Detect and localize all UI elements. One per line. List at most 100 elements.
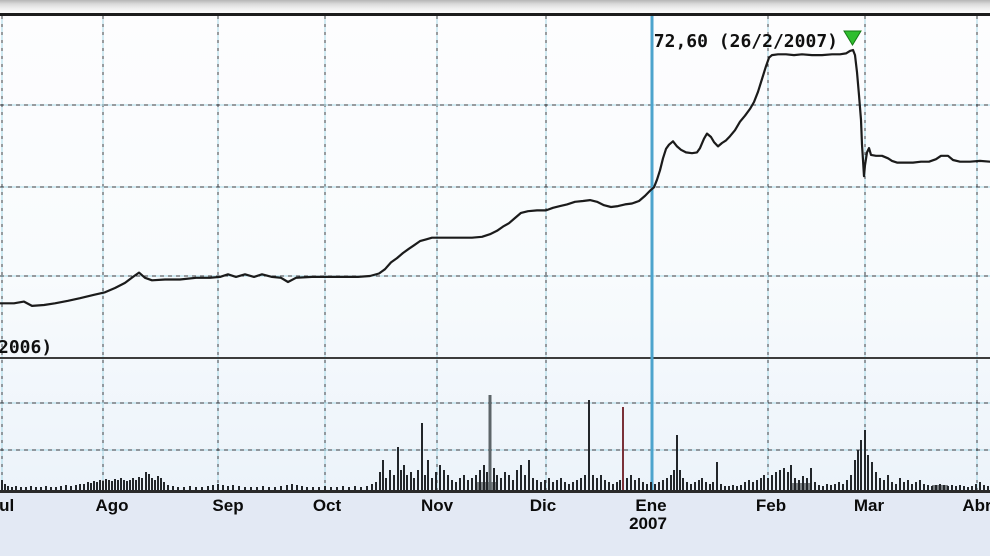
volume-bar [682,478,684,490]
volume-bar [622,407,624,490]
volume-bars [1,395,989,490]
volume-bar [891,482,893,490]
min-annotation-partial: 2006) [0,337,52,358]
volume-bar [238,486,240,490]
x-axis-label-mar: Mar [853,496,885,515]
volume-bar [99,480,101,490]
volume-bar [177,487,179,490]
volume-bar [740,485,742,490]
volume-bar [397,447,399,490]
volume-bar [814,482,816,490]
volume-bar [654,484,656,490]
volume-bar [500,478,502,490]
x-axis-label-nov: Nov [420,496,454,515]
volume-bar [475,475,477,490]
volume-bar [744,482,746,490]
volume-bar [752,482,754,490]
volume-bar [7,486,9,490]
volume-bar [354,486,356,490]
gridlines [0,16,990,490]
volume-bar [417,470,419,490]
volume-bar [217,484,219,490]
volume-bar [406,475,408,490]
volume-bar [646,484,648,490]
volume-bar [70,486,72,490]
volume-bar [857,450,859,490]
volume-bar [826,484,828,490]
x-axis-label-jul: Jul [0,496,15,515]
volume-bar [154,480,156,490]
volume-bar [157,476,159,490]
volume-bar [366,486,368,490]
volume-bar [459,478,461,490]
volume-bar [20,487,22,490]
plot-bottom-border [0,490,990,493]
x-axis-label-strip: 2007 Jul Ago Sep Oct Nov Dic Ene Feb Mar Abr [0,493,990,556]
volume-bar [588,400,590,490]
volume-bar [619,480,621,490]
volume-bar [96,482,98,490]
volume-bar [724,486,726,490]
volume-bar [512,480,514,490]
plot-top-border [0,13,990,16]
volume-bar [455,482,457,490]
volume-bar [324,486,326,490]
volume-bar [694,482,696,490]
volume-bar [528,460,530,490]
volume-bar [720,484,722,490]
volume-bar [4,484,6,490]
volume-bar [463,475,465,490]
volume-bar [114,479,116,490]
volume-bar [771,475,773,490]
volume-bar [145,472,147,490]
volume-bar [883,480,885,490]
volume-bar [427,460,429,490]
volume-bar [662,480,664,490]
volume-bar [806,478,808,490]
volume-bar [87,482,89,490]
volume-bar [382,460,384,490]
volume-bar [846,480,848,490]
volume-bar [389,470,391,490]
volume-bar [102,481,104,490]
volume-bar [802,476,804,490]
volume-bar [536,480,538,490]
volume-bar [552,482,554,490]
volume-bar [385,478,387,490]
volume-bar [787,472,789,490]
plot-background [0,16,990,490]
volume-bar [850,475,852,490]
volume-bar [670,475,672,490]
volume-bar [435,472,437,490]
volume-bar [400,470,402,490]
volume-bar [413,478,415,490]
volume-bar [79,484,81,490]
volume-bar [471,478,473,490]
volume-bar [45,486,47,490]
x-axis-label-ene: Ene [635,496,667,515]
volume-bar [935,485,937,490]
volume-bar [451,480,453,490]
volume-bar [955,486,957,490]
volume-bar [987,486,989,490]
volume-bar [117,480,119,490]
volume-bar [483,465,485,490]
volume-bar [983,485,985,490]
volume-bar [630,475,632,490]
volume-bar [496,475,498,490]
volume-bar [556,480,558,490]
volume-bar [810,468,812,490]
volume-bar [183,487,185,490]
volume-bar [360,487,362,490]
volume-bar [701,478,703,490]
volume-bar [189,486,191,490]
volume-bar [783,468,785,490]
volume-bar [544,480,546,490]
volume-bar [516,470,518,490]
volume-bar [690,484,692,490]
x-axis-label-abr: Abr [962,496,990,515]
volume-bar [232,485,234,490]
volume-bar [148,474,150,490]
volume-bar [488,395,492,490]
